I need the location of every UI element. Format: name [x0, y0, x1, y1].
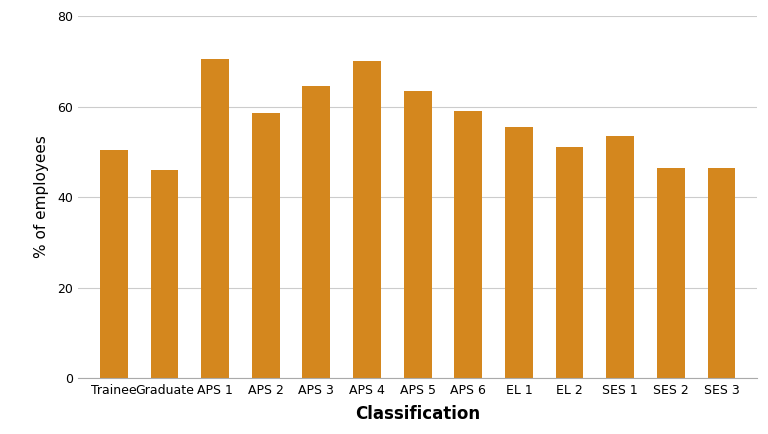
Bar — [404, 91, 432, 378]
Bar — [657, 168, 685, 378]
Bar — [707, 168, 736, 378]
X-axis label: Classification: Classification — [355, 405, 480, 423]
Bar — [555, 147, 584, 378]
Bar — [505, 127, 533, 378]
Bar — [353, 61, 381, 378]
Bar — [606, 136, 634, 378]
Bar — [303, 86, 330, 378]
Bar — [100, 150, 127, 378]
Bar — [252, 113, 280, 378]
Y-axis label: % of employees: % of employees — [34, 135, 49, 259]
Bar — [201, 59, 229, 378]
Bar — [455, 111, 482, 378]
Bar — [151, 170, 178, 378]
